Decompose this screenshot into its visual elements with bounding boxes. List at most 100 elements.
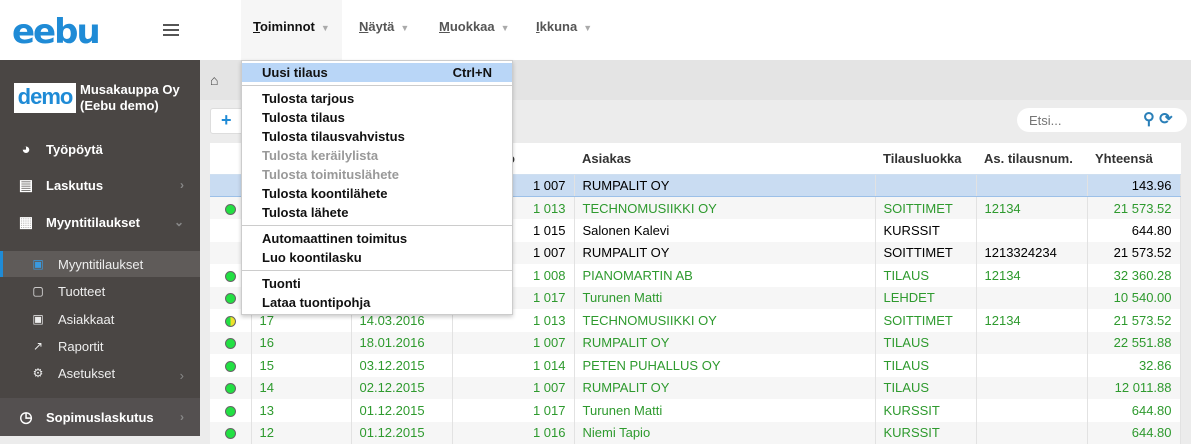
status-cell (210, 399, 251, 422)
sidebar-sub-myyntitilaukset[interactable]: ▣Myyntitilaukset (0, 251, 200, 277)
hamburger-menu-icon[interactable] (163, 24, 179, 39)
menu-item-label: Tulosta tarjous (262, 91, 354, 106)
cell-nro: 16 (251, 332, 351, 355)
menu-item-label: Tuonti (262, 276, 301, 291)
menu-item: Tulosta toimituslähete (242, 165, 512, 184)
menu-item[interactable]: Lataa tuontipohja (242, 293, 512, 312)
cell-ref (976, 377, 1087, 400)
sidebar-item-myyntitilaukset[interactable]: ▦Myyntitilaukset⌄ (0, 207, 200, 237)
column-header[interactable]: Tilausluokka (875, 143, 976, 174)
sidebar-sub-asetukset[interactable]: ⚙Asetukset› (0, 360, 200, 386)
cell-custno: 1 007 (452, 332, 574, 355)
cell-nro: 13 (251, 399, 351, 422)
column-header[interactable]: Yhteensä (1087, 143, 1180, 174)
menu-item[interactable]: Tulosta lähete (242, 203, 512, 222)
cell-date: 01.12.2015 (351, 422, 452, 444)
menu-item-label: Tulosta keräilylista (262, 148, 378, 163)
sidebar-sub-label: Asetukset (58, 366, 115, 381)
sidebar-item-tyopoyta[interactable]: ◕Työpöytä (0, 134, 200, 164)
caret-down-icon: ▼ (501, 23, 510, 33)
menu-label: Näytä (359, 0, 394, 54)
cell-class: TILAUS (875, 354, 976, 377)
cell-class: SOITTIMET (875, 242, 976, 265)
cell-class: SOITTIMET (875, 197, 976, 220)
menu-item[interactable]: Tuonti (242, 274, 512, 293)
column-header[interactable]: Asiakas (574, 143, 875, 174)
cell-custno: 1 007 (452, 377, 574, 400)
invoice-icon: ▤ (16, 176, 36, 194)
sidebar-sub-raportit[interactable]: ↗Raportit (0, 333, 200, 359)
cell-class: LEHDET (875, 287, 976, 310)
refresh-icon[interactable]: ⟳ (1159, 111, 1172, 128)
sidebar-sub-tuotteet[interactable]: ▢Tuotteet (0, 278, 200, 304)
company-logo: demo (14, 83, 76, 113)
cell-total: 10 540.00 (1087, 287, 1180, 310)
sidebar-item-sopimuslaskutus[interactable]: ◷Sopimuslaskutus› (0, 398, 200, 436)
cell-class: TILAUS (875, 377, 976, 400)
status-dot-icon (225, 338, 236, 349)
sidebar-item-laskutus[interactable]: ▤Laskutus› (0, 170, 200, 200)
chevron-right-icon: › (180, 368, 184, 383)
sidebar: demo Musakauppa Oy (Eebu demo) ◕Työpöytä… (0, 60, 200, 436)
caret-down-icon: ▼ (583, 23, 592, 33)
menu-label: Toiminnot (253, 0, 315, 54)
cell-date: 01.12.2015 (351, 399, 452, 422)
cell-date: 18.01.2016 (351, 332, 452, 355)
cell-customer: RUMPALIT OY (574, 332, 875, 355)
cell-total: 644.80 (1087, 399, 1180, 422)
toiminnot-dropdown: Uusi tilaus Ctrl+N Tulosta tarjous Tulosta … (241, 60, 513, 315)
cell-total: 32.86 (1087, 354, 1180, 377)
menu-ikkuna[interactable]: Ikkuna ▼ (524, 0, 604, 60)
menu-toiminnot[interactable]: Toiminnot ▼ (241, 0, 342, 60)
cell-total: 21 573.52 (1087, 242, 1180, 265)
search-icon[interactable]: ⚲ (1143, 111, 1155, 128)
menu-nayta[interactable]: Näytä▼ (347, 0, 421, 60)
menu-item[interactable]: Tulosta tilaus (242, 108, 512, 127)
menu-item-label: Tulosta toimituslähete (262, 167, 399, 182)
menu-item-label: Uusi tilaus (262, 65, 328, 80)
cell-class (875, 174, 976, 197)
top-bar: eebu Toiminnot▼ Näytä▼ Muokkaa▼ Ikkuna▼ (0, 0, 1191, 60)
cell-ref (976, 422, 1087, 444)
shortcut-label: Ctrl+N (453, 63, 492, 82)
cell-nro: 14 (251, 377, 351, 400)
dashboard-icon: ◕ (16, 141, 36, 158)
cell-custno: 1 014 (452, 354, 574, 377)
menu-item[interactable]: Luo koontilasku (242, 248, 512, 267)
menu-muokkaa[interactable]: Muokkaa ▼ (427, 0, 522, 60)
menu-item[interactable]: Automaattinen toimitus (242, 229, 512, 248)
status-dot-icon (225, 383, 236, 394)
company-name: Musakauppa Oy (Eebu demo) (80, 82, 190, 114)
cell-class: KURSSIT (875, 219, 976, 242)
cell-total: 21 573.52 (1087, 197, 1180, 220)
menu-item[interactable]: Tulosta tilausvahvistus (242, 127, 512, 146)
menu-item[interactable]: Tulosta koontilähete (242, 184, 512, 203)
menu-item[interactable]: Uusi tilaus Ctrl+N (242, 63, 512, 82)
cell-total: 22 551.88 (1087, 332, 1180, 355)
cell-customer: RUMPALIT OY (574, 174, 875, 197)
column-header[interactable]: As. tilausnum. (976, 143, 1087, 174)
cell-ref (976, 287, 1087, 310)
menu-item-label: Lataa tuontipohja (262, 295, 370, 310)
caret-down-icon: ▼ (321, 23, 330, 33)
menu-label: Muokkaa (439, 0, 495, 54)
menu-item[interactable]: Tulosta tarjous (242, 89, 512, 108)
chevron-right-icon: › (180, 410, 184, 424)
status-dot-icon (225, 316, 236, 327)
menu-label: Ikkuna (536, 0, 577, 54)
cell-date: 02.12.2015 (351, 377, 452, 400)
menu-item-label: Automaattinen toimitus (262, 231, 407, 246)
menu-separator (242, 225, 512, 226)
status-dot-icon (225, 406, 236, 417)
sidebar-sub-asiakkaat[interactable]: ▣Asiakkaat (0, 306, 200, 332)
home-icon[interactable]: ⌂ (210, 72, 218, 88)
cell-ref: 12134 (976, 264, 1087, 287)
cell-customer: TECHNOMUSIIKKI OY (574, 197, 875, 220)
chart-icon: ↗ (30, 339, 46, 353)
status-cell (210, 422, 251, 444)
